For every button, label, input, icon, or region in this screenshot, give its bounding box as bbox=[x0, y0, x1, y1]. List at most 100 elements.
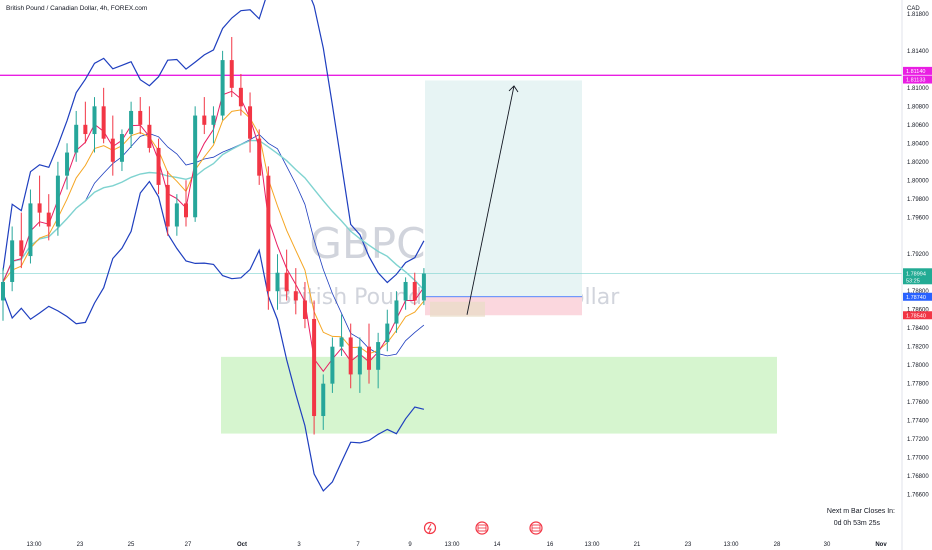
candle-body bbox=[229, 60, 234, 88]
time-tick-label: 7 bbox=[356, 542, 360, 548]
candles-group bbox=[1, 36, 426, 435]
price-tick-label: 1.80200 bbox=[907, 160, 929, 166]
time-axis[interactable]: 13:00 23 25 27 Oct 3 7 9 13:00 14 16 13:00 21 23 13:00… bbox=[26, 542, 887, 548]
sma-slow-line bbox=[2, 139, 425, 291]
price-tick-label: 1.78200 bbox=[907, 345, 929, 351]
price-tick-label: 1.80400 bbox=[907, 141, 929, 147]
candle-body bbox=[238, 87, 243, 107]
candle-body bbox=[1, 281, 5, 301]
price-axis[interactable]: 1.81800 1.81400 1.81000 1.80800 1.80600 1.804… bbox=[907, 12, 929, 499]
candle-body bbox=[19, 240, 24, 257]
time-tick-label: 25 bbox=[128, 542, 135, 548]
candle-body bbox=[110, 138, 115, 162]
time-tick-label: 16 bbox=[547, 542, 554, 548]
resistance-tag-top-text: 1.81140 bbox=[906, 69, 925, 75]
candle-body bbox=[211, 115, 216, 125]
candle-body bbox=[165, 184, 170, 227]
currency-label: CAD bbox=[907, 6, 920, 12]
price-tick-label: 1.79600 bbox=[907, 215, 929, 221]
time-tick-label: 3 bbox=[297, 542, 301, 548]
bar-countdown-text: 53:25 bbox=[906, 278, 920, 284]
time-tick-label: 21 bbox=[634, 542, 641, 548]
time-tick-label: 13:00 bbox=[26, 542, 42, 548]
time-tick-label: 30 bbox=[824, 542, 831, 548]
time-tick-label: 27 bbox=[185, 542, 192, 548]
entry-box bbox=[430, 301, 485, 317]
time-tick-label: Nov bbox=[875, 542, 887, 548]
time-tick-label: 28 bbox=[774, 542, 781, 548]
candle-body bbox=[101, 106, 106, 139]
candle-body bbox=[28, 203, 33, 257]
flag-event-icon[interactable] bbox=[529, 521, 543, 535]
candle-body bbox=[367, 346, 371, 370]
current-price-tag-text: 1.78994 bbox=[906, 271, 926, 277]
price-tick-label: 1.79800 bbox=[907, 197, 929, 203]
price-tick-label: 1.77400 bbox=[907, 419, 929, 425]
candle-body bbox=[275, 272, 280, 292]
candle-body bbox=[156, 147, 161, 185]
ema-mid-line bbox=[2, 109, 425, 355]
next-bar-time: 0d 0h 53m 25s bbox=[834, 520, 881, 527]
projection-arrow[interactable] bbox=[466, 85, 515, 315]
resistance-tag-bottom: 1.81133 bbox=[903, 75, 932, 84]
candle-body bbox=[348, 337, 353, 375]
price-tick-label: 1.78600 bbox=[907, 308, 929, 314]
candle-body bbox=[147, 124, 152, 148]
price-tick-label: 1.76800 bbox=[907, 474, 929, 480]
price-tick-label: 1.77200 bbox=[907, 437, 929, 443]
candle-body bbox=[421, 273, 426, 301]
time-tick-label: Oct bbox=[237, 542, 247, 548]
price-tick-label: 1.78400 bbox=[907, 326, 929, 332]
candle-body bbox=[220, 60, 225, 116]
candle-body bbox=[312, 318, 317, 417]
candle-body bbox=[302, 300, 307, 319]
price-tick-label: 1.80600 bbox=[907, 123, 929, 129]
candle-body bbox=[257, 138, 262, 176]
candle-body bbox=[74, 124, 79, 153]
candle-body bbox=[202, 115, 207, 125]
target-zone bbox=[425, 80, 582, 297]
candle-body bbox=[184, 203, 188, 218]
price-tick-label: 1.80800 bbox=[907, 104, 929, 110]
candle-body bbox=[284, 272, 289, 292]
candle-body bbox=[394, 300, 399, 324]
candle-body bbox=[83, 124, 88, 135]
news-event-icon[interactable] bbox=[423, 521, 437, 535]
price-tick-label: 1.77000 bbox=[907, 456, 929, 462]
candle-body bbox=[174, 203, 179, 227]
candle-body bbox=[376, 342, 381, 370]
resistance-tag-bottom-text: 1.81133 bbox=[906, 78, 925, 84]
time-tick-label: 13:00 bbox=[723, 542, 739, 548]
time-tick-label: 13:00 bbox=[444, 542, 460, 548]
candle-body bbox=[321, 383, 326, 417]
price-tick-label: 1.81400 bbox=[907, 49, 929, 55]
bollinger-lower bbox=[2, 180, 425, 492]
time-tick-label: 9 bbox=[408, 542, 412, 548]
price-tick-label: 1.78000 bbox=[907, 363, 929, 369]
price-tick-label: 1.78800 bbox=[907, 289, 929, 295]
price-tick-label: 1.81000 bbox=[907, 86, 929, 92]
candle-body bbox=[357, 346, 362, 375]
time-tick-label: 23 bbox=[685, 542, 692, 548]
entry-price-tag-text: 1.78740 bbox=[906, 295, 926, 301]
candle-body bbox=[129, 110, 134, 135]
symbol-title: British Pound / Canadian Dollar, 4h, FOR… bbox=[6, 5, 147, 12]
candle-body bbox=[119, 134, 124, 162]
candle-body bbox=[330, 346, 335, 384]
candle-body bbox=[193, 115, 198, 218]
candle-body bbox=[92, 106, 97, 135]
projection-arrow-head bbox=[508, 85, 519, 93]
resistance-tag-top: 1.81140 bbox=[903, 66, 932, 75]
stop-price-tag-text: 1.78540 bbox=[906, 313, 926, 319]
candle-body bbox=[339, 337, 344, 347]
bollinger-upper bbox=[2, 0, 425, 284]
price-tick-label: 1.76600 bbox=[907, 493, 929, 499]
price-tick-label: 1.77600 bbox=[907, 400, 929, 406]
candle-body bbox=[385, 323, 390, 343]
current-price-tag: 1.78994 53:25 bbox=[903, 268, 932, 285]
price-tick-label: 1.79200 bbox=[907, 252, 929, 258]
candle-body bbox=[10, 240, 15, 282]
entry-price-tag: 1.78740 bbox=[903, 292, 932, 301]
flag-event-icon[interactable] bbox=[475, 521, 489, 535]
